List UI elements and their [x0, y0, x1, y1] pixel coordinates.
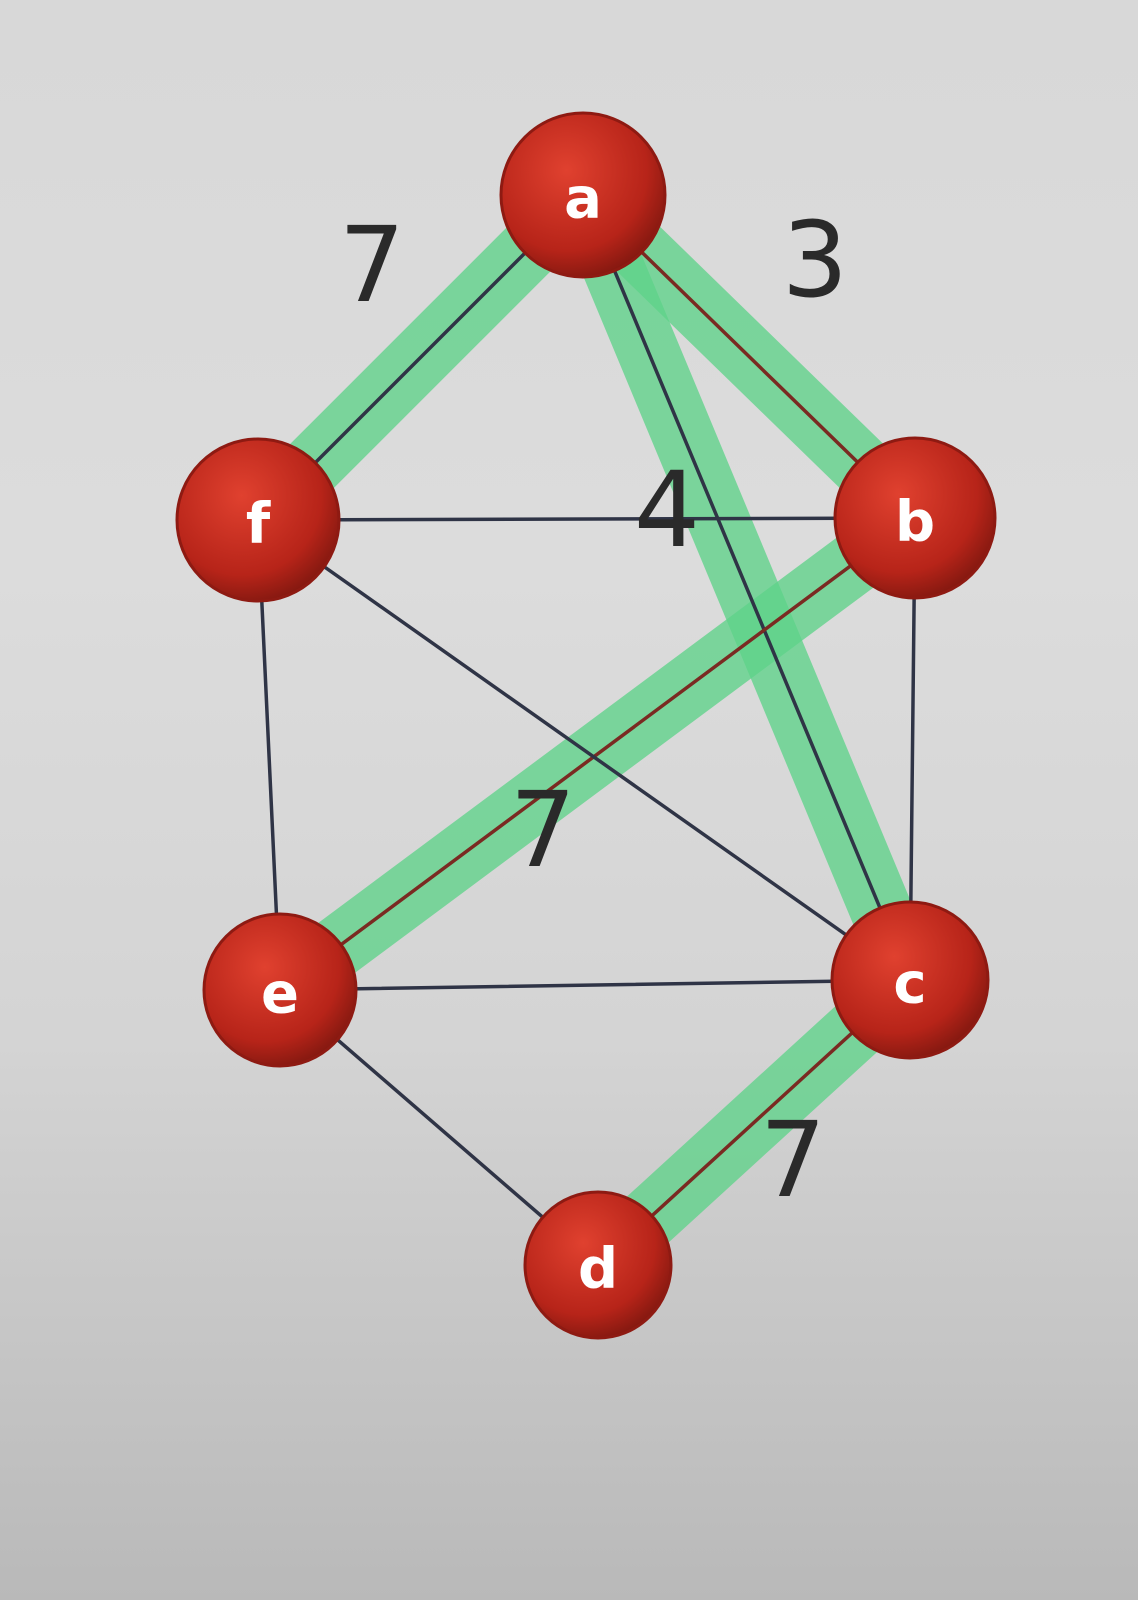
- edge-a-c: [581, 193, 912, 982]
- node-circle-a: [499, 111, 667, 279]
- edge-weight-c-d: 7: [760, 1099, 826, 1221]
- edge-e-c: [278, 978, 912, 992]
- node-label-f: f: [246, 492, 271, 557]
- node-b: b: [833, 436, 997, 600]
- node-circle-c: [830, 900, 990, 1060]
- node-e: e: [202, 912, 358, 1068]
- node-d: d: [523, 1190, 673, 1340]
- node-label-b: b: [895, 490, 935, 555]
- node-circle-b: [833, 436, 997, 600]
- node-layer: a b c d e f: [175, 111, 997, 1340]
- edge-weight-a-c: 4: [634, 449, 700, 571]
- node-label-c: c: [893, 952, 926, 1017]
- edge-b-e: [278, 516, 917, 992]
- node-label-e: e: [261, 962, 299, 1027]
- edge-f-c: [256, 518, 912, 982]
- node-f: f: [175, 437, 341, 603]
- weight-layer: 7 3 4 7 7: [339, 199, 848, 1221]
- node-label-a: a: [564, 167, 602, 232]
- edge-f-b: [256, 516, 917, 522]
- node-label-d: d: [578, 1237, 618, 1302]
- edge-weight-a-b: 3: [782, 199, 848, 321]
- node-circle-e: [202, 912, 358, 1068]
- node-c: c: [830, 900, 990, 1060]
- node-a: a: [499, 111, 667, 279]
- node-circle-f: [175, 437, 341, 603]
- node-circle-d: [523, 1190, 673, 1340]
- edge-weight-a-f: 7: [339, 204, 405, 326]
- edge-weight-b-e: 7: [510, 769, 576, 891]
